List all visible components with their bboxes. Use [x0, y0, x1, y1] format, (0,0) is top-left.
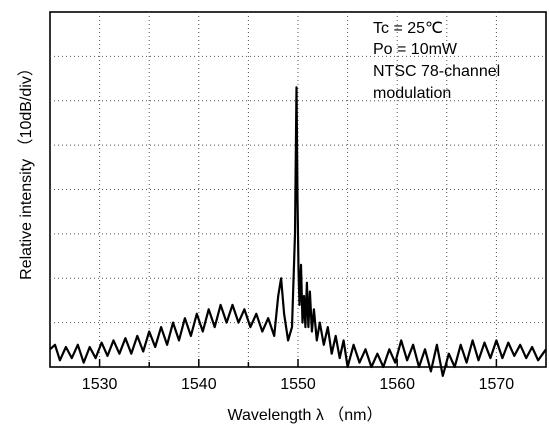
annotation-line-3: NTSC 78-channel [373, 63, 500, 80]
y-axis-title: Relative intensity （10dB/div） [17, 60, 35, 280]
x-tick-label: 1530 [82, 376, 118, 393]
annotation-line-2: Po = 10mW [373, 41, 458, 58]
x-axis-title: Wavelength λ （nm） [227, 406, 382, 424]
x-tick-label: 1540 [181, 376, 217, 393]
annotation-line-1: Tc = 25℃ [373, 20, 443, 37]
x-tick-label: 1570 [479, 376, 515, 393]
x-tick-label: 1550 [280, 376, 316, 393]
spectrum-series-line [49, 86, 547, 377]
annotation-line-4: modulation [373, 85, 451, 102]
x-tick-label: 1560 [379, 376, 415, 393]
